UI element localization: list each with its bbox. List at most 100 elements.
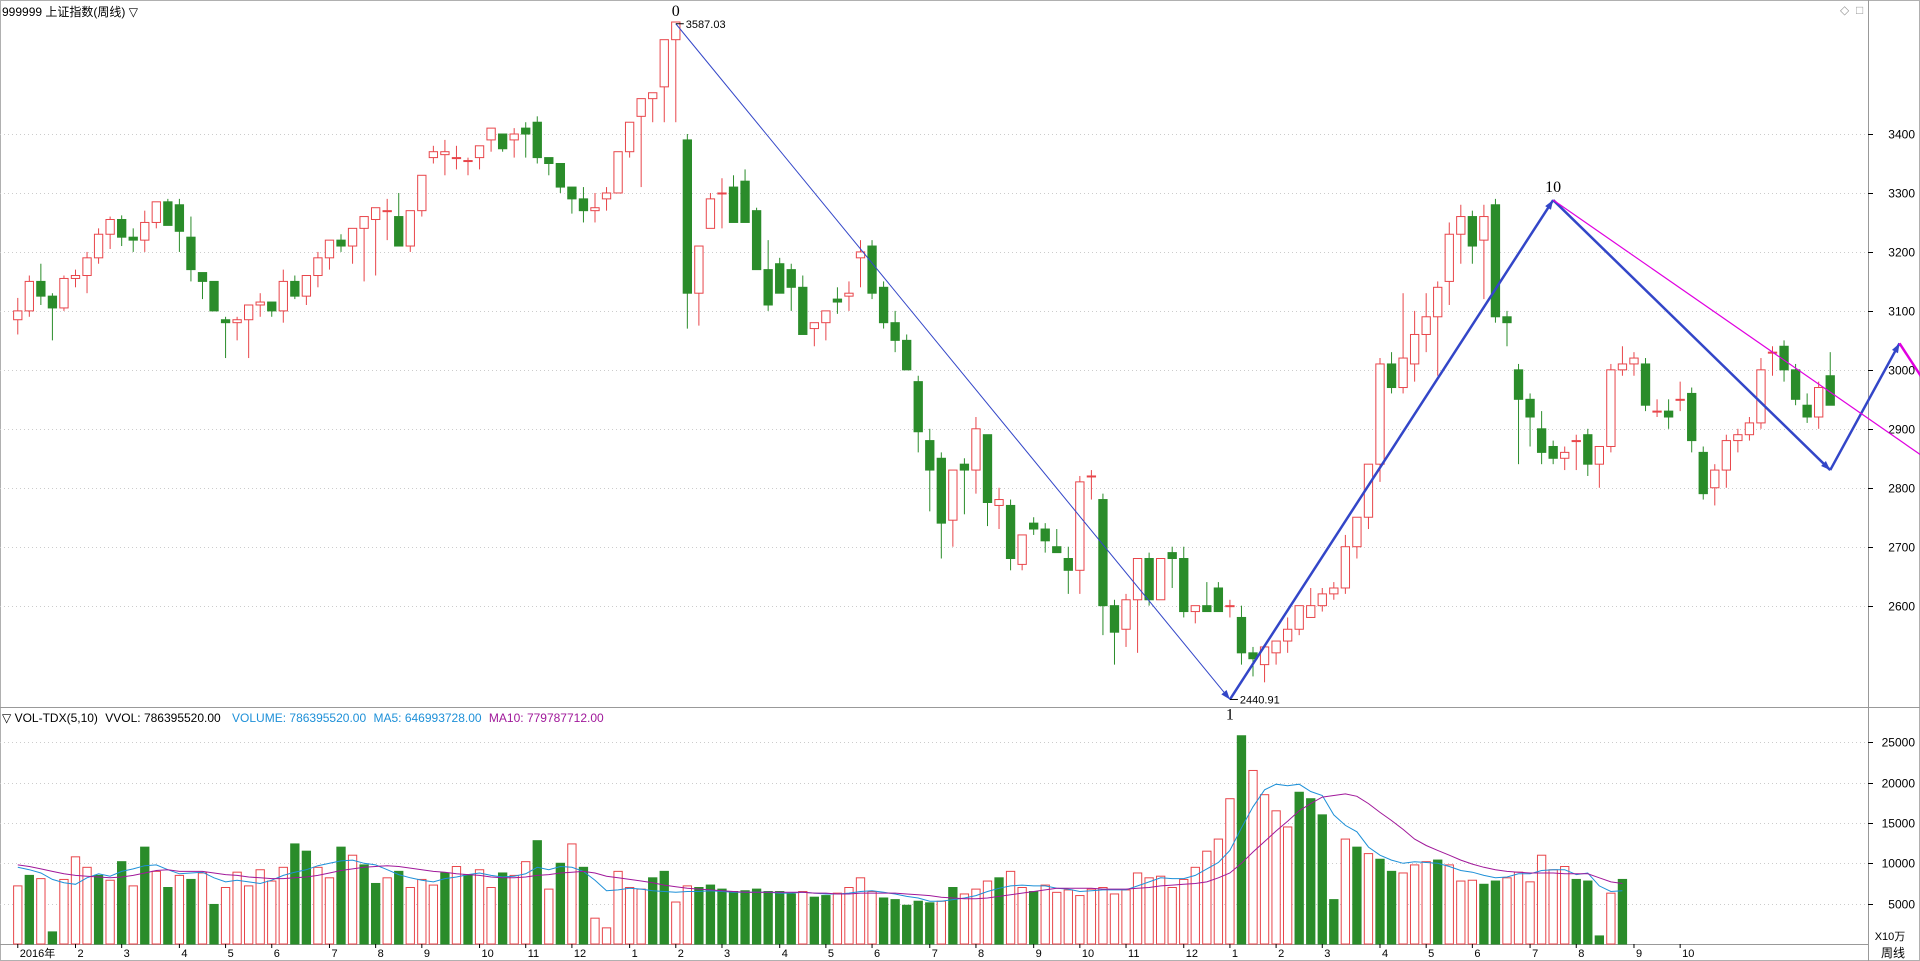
candle-112 [1306,587,1316,618]
volume-bar [1144,877,1154,945]
volume-bar [844,887,854,945]
candle-39 [463,157,473,176]
volume-indicator-header: ▽ VOL-TDX(5,10) VVOL: 786395520.00 VOLUM… [2,711,604,725]
time-tick-label: 4 [782,948,788,960]
price-tick-label: 3300 [1888,187,1915,201]
candle-body [1467,216,1478,247]
volume-bar [1005,870,1016,945]
volume-indicator-name[interactable]: ▽ VOL-TDX(5,10) [2,711,98,725]
candle-body [1179,558,1189,613]
volume-bar [925,902,935,945]
candle-89 [1040,523,1050,553]
candle-body [1710,469,1720,489]
diamond-icon[interactable]: ◇ [1840,3,1850,17]
chart-title: 999999 上证指数(周线) ▽ [2,5,138,19]
volume-bar [128,885,138,945]
candle-33 [394,192,404,247]
candle-body [1536,428,1547,453]
candle-41 [486,127,496,152]
volume-bar [613,870,623,945]
candle-44 [521,122,531,158]
candle-body [370,207,381,221]
candle-body [659,39,669,88]
volume-tick-label: 25000 [1882,736,1916,750]
vvol-value: VVOL: 786395520.00 [105,711,221,725]
candle-body [1433,286,1443,318]
candle-118 [1375,358,1385,482]
volume-bar [1386,870,1397,945]
volume-bar [105,879,115,945]
volume-bar [336,846,346,945]
candle-69 [809,322,819,347]
candle-97 [1132,558,1143,653]
candle-body [417,174,427,212]
volume-bar [24,874,34,945]
wave-line [1829,342,1901,471]
candle-24 [290,275,300,300]
volume-bar [1132,872,1143,945]
candle-body [347,227,358,247]
candle-92 [1075,475,1085,594]
candle-body [1513,369,1524,400]
volume-bar [1306,798,1316,945]
volume-bar [1433,859,1443,945]
candle-50 [590,192,600,223]
volume-bar [486,887,496,945]
wave-arrowhead [1891,343,1900,354]
candle-body [1617,363,1628,371]
candle-12 [151,201,161,229]
candle-81 [948,469,958,547]
candle-99 [1156,558,1166,601]
candle-150 [1744,417,1755,441]
volume-bar [474,869,485,945]
candle-49 [578,187,589,223]
candle-body [209,280,219,312]
candle-body [705,198,716,229]
candle-body [1548,445,1558,459]
candle-body [1594,445,1604,465]
candle-body [255,301,265,306]
volume-bar [1121,889,1131,945]
candle-155 [1802,393,1812,423]
candle-91 [1063,546,1073,594]
candle-55 [648,92,658,123]
candle-62 [728,175,739,223]
candle-115 [1340,534,1351,594]
volume-tick-label: 20000 [1882,777,1916,791]
price-tick-label: 2600 [1888,600,1915,614]
candle-79 [925,428,935,512]
restore-window-icon[interactable]: □ [1856,3,1864,17]
candle-90 [1052,529,1062,554]
volume-bar [1560,866,1570,945]
volume-bar [417,878,427,945]
volume-bar [890,899,900,945]
volume-bar [1248,769,1258,945]
candle-25 [301,275,312,305]
wave-guide-line [1552,199,1920,456]
candle-body [1340,546,1351,589]
volume-bar [278,866,288,945]
candle-75 [878,281,889,329]
time-tick-label: 1 [632,948,638,960]
candle-body [1306,605,1316,618]
volume-bar [555,862,566,945]
candle-13 [163,198,173,226]
candle-body [1490,204,1501,318]
volume-bar [994,877,1004,945]
candle-72 [844,281,854,311]
candle-135 [1571,434,1581,471]
volume-bar [93,874,104,945]
candle-body [740,180,750,223]
volume-tick-label: 10000 [1882,857,1916,871]
candle-body [1317,593,1327,607]
candle-65 [763,240,773,311]
candle-110 [1282,617,1293,653]
candle-body [717,192,727,195]
ma10-line [17,793,1623,900]
volume-bar [971,888,981,945]
volume-bar [1363,853,1374,945]
candle-body [1814,387,1824,418]
candle-137 [1594,445,1604,488]
